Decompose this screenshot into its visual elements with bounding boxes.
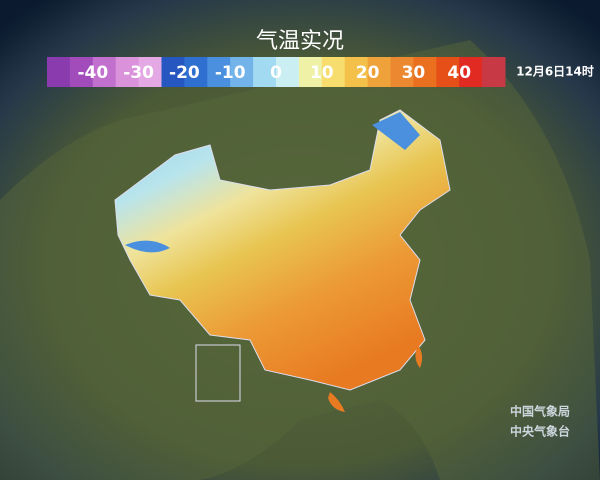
- legend-label: -20: [169, 63, 200, 83]
- inset-box: [195, 344, 241, 402]
- legend-swatch: [436, 57, 460, 87]
- legend-swatch: [207, 57, 231, 87]
- legend-label: 10: [310, 63, 334, 83]
- legend: -40 -30 -20 -10 0 10 20 30 40: [47, 57, 506, 87]
- legend-swatch: [367, 57, 391, 87]
- legend-swatch: [138, 57, 162, 87]
- cold-area: [372, 112, 420, 150]
- legend-label: -30: [123, 63, 154, 83]
- legend-swatch: [230, 57, 254, 87]
- legend-swatch: [69, 57, 94, 87]
- legend-swatch: [184, 57, 208, 87]
- legend-swatch: [321, 57, 346, 87]
- legend-label: 30: [402, 63, 426, 83]
- legend-swatch: [390, 57, 414, 87]
- legend-swatch: [47, 57, 71, 87]
- hainan: [328, 392, 345, 412]
- legend-swatch: [344, 57, 369, 87]
- cold-area: [125, 240, 170, 253]
- credit: 中国气象局: [510, 404, 570, 419]
- timestamp: 12月6日14时: [516, 64, 594, 79]
- legend-label: -10: [215, 63, 246, 83]
- legend-swatch: [298, 57, 323, 87]
- legend-swatch: [459, 57, 483, 87]
- legend-swatch: [92, 57, 117, 87]
- legend-swatch: [413, 57, 437, 87]
- legend-swatch: [276, 57, 300, 87]
- taiwan: [415, 345, 423, 368]
- legend-label: -40: [77, 63, 108, 83]
- china-temperature-field: [114, 109, 451, 391]
- legend-swatch: [482, 57, 506, 87]
- legend-label: 40: [447, 63, 471, 83]
- legend-swatch: [161, 57, 185, 87]
- legend-label: 0: [270, 63, 282, 83]
- legend-label: 20: [356, 63, 380, 83]
- map-title: 气温实况: [256, 29, 344, 54]
- credit: 中央气象台: [510, 424, 570, 439]
- legend-swatch: [115, 57, 140, 87]
- legend-swatch: [253, 57, 277, 87]
